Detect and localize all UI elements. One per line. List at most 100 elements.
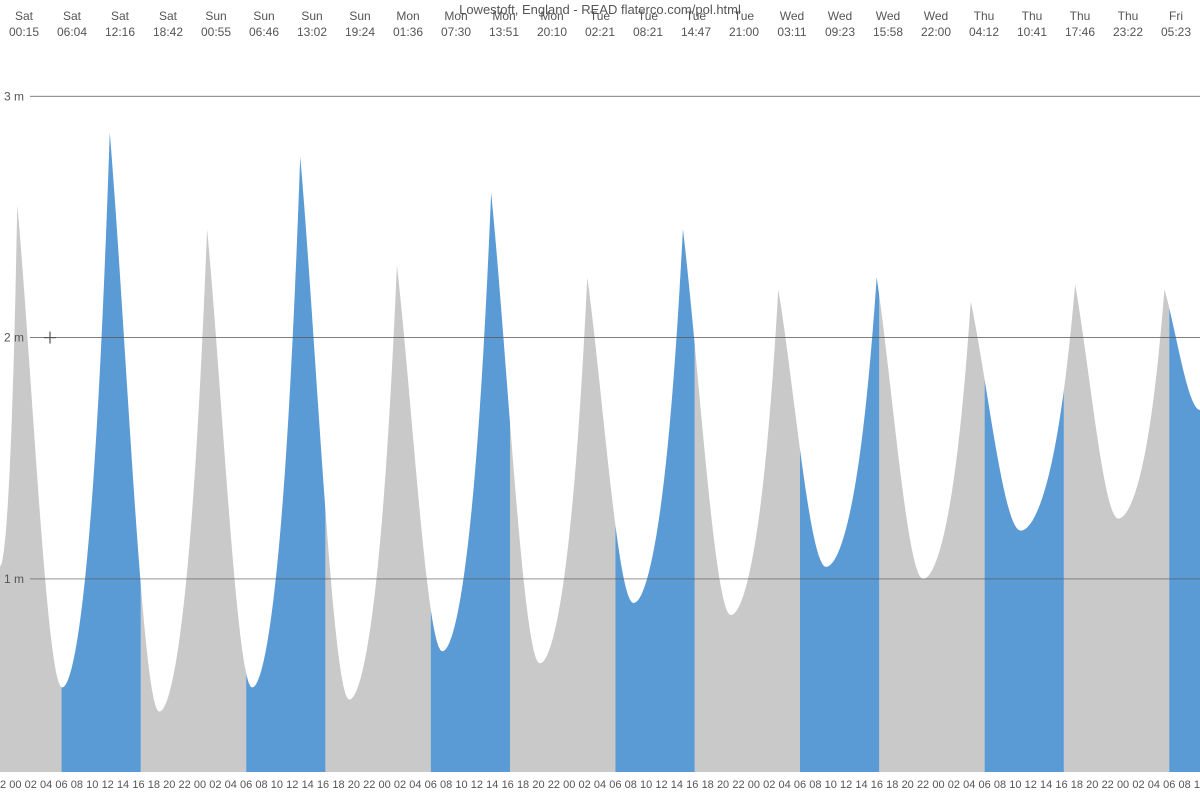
top-time-label: 06:04 xyxy=(57,25,87,39)
bottom-hour-label: 12 xyxy=(655,779,667,791)
bottom-hour-label: 10 xyxy=(455,779,467,791)
top-day-label: Fri xyxy=(1169,9,1183,23)
bottom-hour-label: 14 xyxy=(486,779,498,791)
top-day-label: Sun xyxy=(301,9,322,23)
top-day-label: Mon xyxy=(396,9,419,23)
top-time-label: 04:12 xyxy=(969,25,999,39)
top-time-label: 05:23 xyxy=(1161,25,1191,39)
top-time-label: 03:11 xyxy=(777,25,806,39)
bottom-hour-label: 12 xyxy=(286,779,298,791)
top-time-label: 18:42 xyxy=(153,25,183,39)
bottom-hour-label: 06 xyxy=(1163,779,1175,791)
top-day-label: Wed xyxy=(876,9,900,23)
bottom-hour-label: 08 xyxy=(440,779,452,791)
bottom-hour-label: 12 xyxy=(471,779,483,791)
bottom-hour-label: 06 xyxy=(240,779,252,791)
bottom-hour-label: 22 xyxy=(732,779,744,791)
bottom-hour-label: 18 xyxy=(517,779,529,791)
top-day-label: Sun xyxy=(205,9,226,23)
top-day-label: Wed xyxy=(828,9,852,23)
bottom-hour-label: 06 xyxy=(55,779,67,791)
bottom-hour-label: 08 xyxy=(809,779,821,791)
top-time-label: 10:41 xyxy=(1017,25,1047,39)
bottom-hour-label: 04 xyxy=(1148,779,1160,791)
top-time-label: 00:55 xyxy=(201,25,231,39)
bottom-hour-label: 00 xyxy=(748,779,760,791)
bottom-hour-label: 22 xyxy=(548,779,560,791)
top-day-label: Tue xyxy=(590,9,611,23)
bottom-hour-label: 14 xyxy=(302,779,314,791)
bottom-hour-label: 16 xyxy=(686,779,698,791)
top-day-label: Wed xyxy=(924,9,948,23)
bottom-hour-label: 20 xyxy=(902,779,914,791)
top-time-label: 17:46 xyxy=(1065,25,1095,39)
bottom-hour-label: 08 xyxy=(255,779,267,791)
bottom-hour-label: 04 xyxy=(594,779,606,791)
bottom-hour-label: 16 xyxy=(317,779,329,791)
bottom-hour-label: 00 xyxy=(932,779,944,791)
bottom-hour-label: 20 xyxy=(348,779,360,791)
bottom-hour-label: 04 xyxy=(963,779,975,791)
bottom-hour-label: 12 xyxy=(102,779,114,791)
top-day-label: Thu xyxy=(1070,9,1091,23)
bottom-hour-label: 20 xyxy=(717,779,729,791)
bottom-hour-label: 10 xyxy=(640,779,652,791)
bottom-hour-label: 06 xyxy=(425,779,437,791)
bottom-hour-label: 18 xyxy=(148,779,160,791)
bottom-hour-label: 08 xyxy=(1178,779,1190,791)
top-day-label: Thu xyxy=(974,9,995,23)
bottom-hour-label: 02 xyxy=(578,779,590,791)
bottom-hour-label: 22 xyxy=(0,779,6,791)
bottom-hour-label: 08 xyxy=(625,779,637,791)
bottom-hour-label: 22 xyxy=(917,779,929,791)
bottom-hour-label: 22 xyxy=(1102,779,1114,791)
bottom-hour-label: 10 xyxy=(1194,779,1200,791)
bottom-hour-label: 18 xyxy=(1071,779,1083,791)
bottom-hour-label: 14 xyxy=(671,779,683,791)
bottom-hour-label: 00 xyxy=(563,779,575,791)
top-time-label: 02:21 xyxy=(585,25,615,39)
top-day-label: Sat xyxy=(159,9,178,23)
top-day-label: Sun xyxy=(253,9,274,23)
top-day-label: Sun xyxy=(349,9,370,23)
bottom-hour-label: 00 xyxy=(378,779,390,791)
bottom-hour-label: 04 xyxy=(225,779,237,791)
top-time-label: 19:24 xyxy=(345,25,375,39)
chart-svg: 1 m2 m3 mSat00:15Sat06:04Sat12:16Sat18:4… xyxy=(0,0,1200,800)
top-time-label: 14:47 xyxy=(681,25,711,39)
bottom-hour-label: 10 xyxy=(271,779,283,791)
top-day-label: Thu xyxy=(1118,9,1139,23)
bottom-hour-label: 02 xyxy=(948,779,960,791)
top-day-label: Wed xyxy=(780,9,804,23)
bottom-hour-label: 10 xyxy=(86,779,98,791)
bottom-hour-label: 14 xyxy=(1040,779,1052,791)
bottom-hour-label: 18 xyxy=(702,779,714,791)
bottom-hour-label: 16 xyxy=(132,779,144,791)
top-time-label: 07:30 xyxy=(441,25,471,39)
bottom-hour-label: 08 xyxy=(71,779,83,791)
top-time-label: 00:15 xyxy=(9,25,39,39)
bottom-hour-label: 20 xyxy=(163,779,175,791)
bottom-hour-label: 06 xyxy=(978,779,990,791)
bottom-hour-label: 20 xyxy=(532,779,544,791)
bottom-hour-label: 22 xyxy=(363,779,375,791)
y-tick-label: 2 m xyxy=(4,331,24,345)
bottom-hour-label: 02 xyxy=(394,779,406,791)
top-day-label: Sat xyxy=(111,9,130,23)
top-time-label: 22:00 xyxy=(921,25,951,39)
top-day-label: Sat xyxy=(63,9,82,23)
top-time-label: 21:00 xyxy=(729,25,759,39)
bottom-hour-label: 00 xyxy=(1117,779,1129,791)
bottom-hour-label: 02 xyxy=(1132,779,1144,791)
top-time-label: 08:21 xyxy=(633,25,663,39)
bottom-hour-label: 20 xyxy=(1086,779,1098,791)
top-time-label: 06:46 xyxy=(249,25,279,39)
bottom-hour-label: 02 xyxy=(763,779,775,791)
top-day-label: Mon xyxy=(492,9,515,23)
bottom-hour-label: 00 xyxy=(194,779,206,791)
top-day-label: Mon xyxy=(444,9,467,23)
bottom-hour-label: 22 xyxy=(178,779,190,791)
top-day-label: Tue xyxy=(734,9,755,23)
bottom-hour-label: 06 xyxy=(609,779,621,791)
top-day-label: Sat xyxy=(15,9,34,23)
